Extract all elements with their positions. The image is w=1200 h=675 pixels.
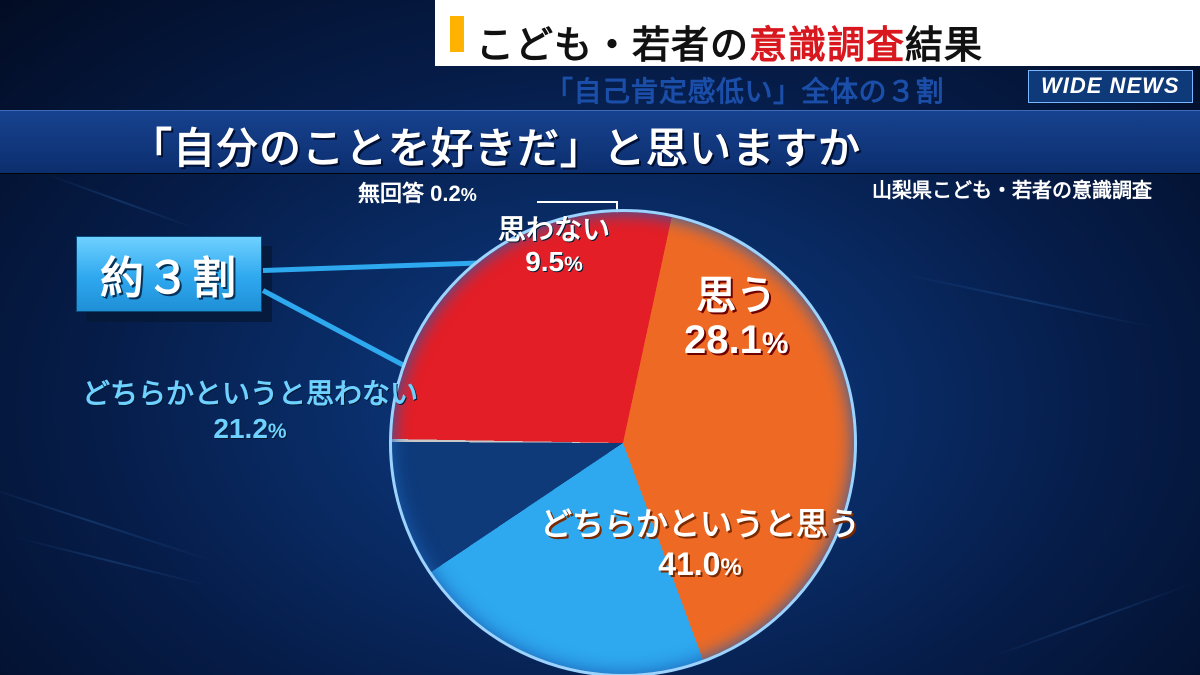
slice-pct: % [720, 554, 741, 581]
slice-value: 41.0 [658, 546, 720, 582]
callout-text: 約３割 [100, 242, 238, 306]
header-title-post: 結果 [905, 25, 983, 67]
slice-pct: % [564, 253, 583, 276]
no-answer-pct: % [461, 185, 477, 205]
slice-name: 思う [684, 274, 789, 318]
slice-name: どちらかというと思う [540, 504, 860, 544]
slice-value: 28.1 [684, 318, 762, 362]
no-answer-name: 無回答 [358, 181, 424, 206]
slice-name: どちらかというと思わない [82, 376, 418, 411]
slice-value: 21.2 [213, 413, 268, 444]
callout: 約３割 [76, 236, 262, 312]
slice-label-somewhat-yes: どちらかというと思う 41.0% [540, 504, 860, 584]
question-bar: 「自分のことを好きだ」と思いますか [0, 110, 1200, 174]
header-title: こども・若者の意識調査結果 [476, 14, 983, 69]
leader-line [537, 201, 617, 203]
slice-value: 9.5 [525, 246, 564, 277]
slice-label-somewhat-no: どちらかというと思わない 21.2% [82, 376, 418, 446]
slice-label-no: 思わない 9.5% [498, 214, 610, 278]
no-answer-label: 無回答 0.2% [358, 176, 477, 208]
slice-name: 思わない [498, 214, 610, 246]
question-text: 「自分のことを好きだ」と思いますか [130, 115, 861, 176]
source-text: 山梨県こども・若者の意識調査 [872, 174, 1152, 203]
header-accent-bar [450, 16, 464, 52]
header-subhead: 「自己肯定感低い」全体の３割 [545, 70, 944, 110]
no-answer-value: 0.2 [430, 181, 461, 206]
slice-pct: % [762, 327, 789, 360]
slice-pct: % [268, 420, 287, 443]
wide-news-badge: WIDE NEWS [1028, 70, 1193, 103]
header-title-pre: こども・若者の [476, 25, 749, 67]
slice-label-omou: 思う 28.1% [684, 274, 789, 362]
header-title-red: 意識調査 [749, 25, 905, 67]
